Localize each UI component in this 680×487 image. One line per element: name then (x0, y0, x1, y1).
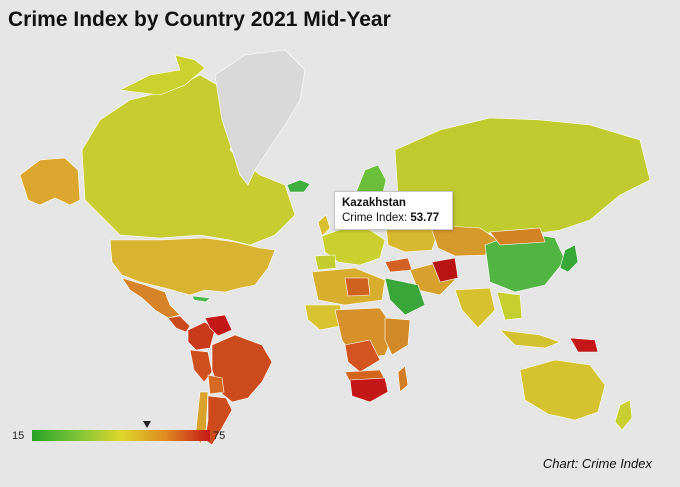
country-saudi-arabia[interactable] (384, 277, 426, 316)
country-iceland[interactable] (286, 179, 311, 193)
country-south-africa[interactable] (349, 377, 389, 403)
country-uk[interactable] (317, 214, 331, 237)
country-greenland (214, 49, 306, 186)
chart-title: Crime Index by Country 2021 Mid-Year (8, 8, 391, 31)
country-canada-arctic[interactable] (118, 54, 206, 96)
country-japan[interactable] (559, 244, 579, 273)
country-libya[interactable] (344, 277, 371, 297)
tooltip-label: Crime Index: (342, 212, 408, 224)
country-east-africa[interactable] (384, 317, 411, 356)
country-kazakhstan[interactable] (429, 224, 499, 257)
country-turkey[interactable] (384, 257, 413, 273)
tooltip-value: 53.77 (410, 212, 440, 224)
country-mongolia[interactable] (489, 227, 546, 246)
country-indonesia[interactable] (499, 329, 561, 349)
country-papua-new-guinea[interactable] (569, 337, 599, 353)
country-bolivia[interactable] (207, 374, 225, 395)
country-usa[interactable] (109, 237, 276, 296)
country-argentina[interactable] (204, 395, 233, 446)
country-central-america[interactable] (167, 315, 191, 333)
country-spain[interactable] (314, 254, 337, 271)
country-india[interactable] (454, 287, 496, 329)
country-alaska[interactable] (19, 157, 81, 206)
country-new-zealand[interactable] (614, 399, 633, 431)
country-cuba[interactable] (191, 295, 211, 303)
chart-credit: Chart: Crime Index (542, 456, 652, 471)
country-southeast-asia[interactable] (496, 291, 523, 321)
country-afghanistan[interactable] (431, 257, 459, 283)
country-tooltip: Kazakhstan Crime Index: 53.77 (334, 191, 453, 230)
country-colombia[interactable] (187, 321, 216, 351)
country-mexico[interactable] (121, 277, 181, 319)
legend-value-marker-icon (143, 421, 152, 428)
country-madagascar[interactable] (397, 365, 409, 393)
legend-max-label: 75 (213, 430, 226, 442)
legend-min-label: 15 (12, 430, 25, 442)
tooltip-value-row: Crime Index: 53.77 (342, 211, 445, 226)
country-venezuela[interactable] (204, 314, 233, 337)
legend-color-scale (32, 430, 210, 441)
tooltip-country-name: Kazakhstan (342, 197, 406, 209)
country-australia[interactable] (519, 359, 606, 421)
country-congo[interactable] (344, 339, 381, 373)
